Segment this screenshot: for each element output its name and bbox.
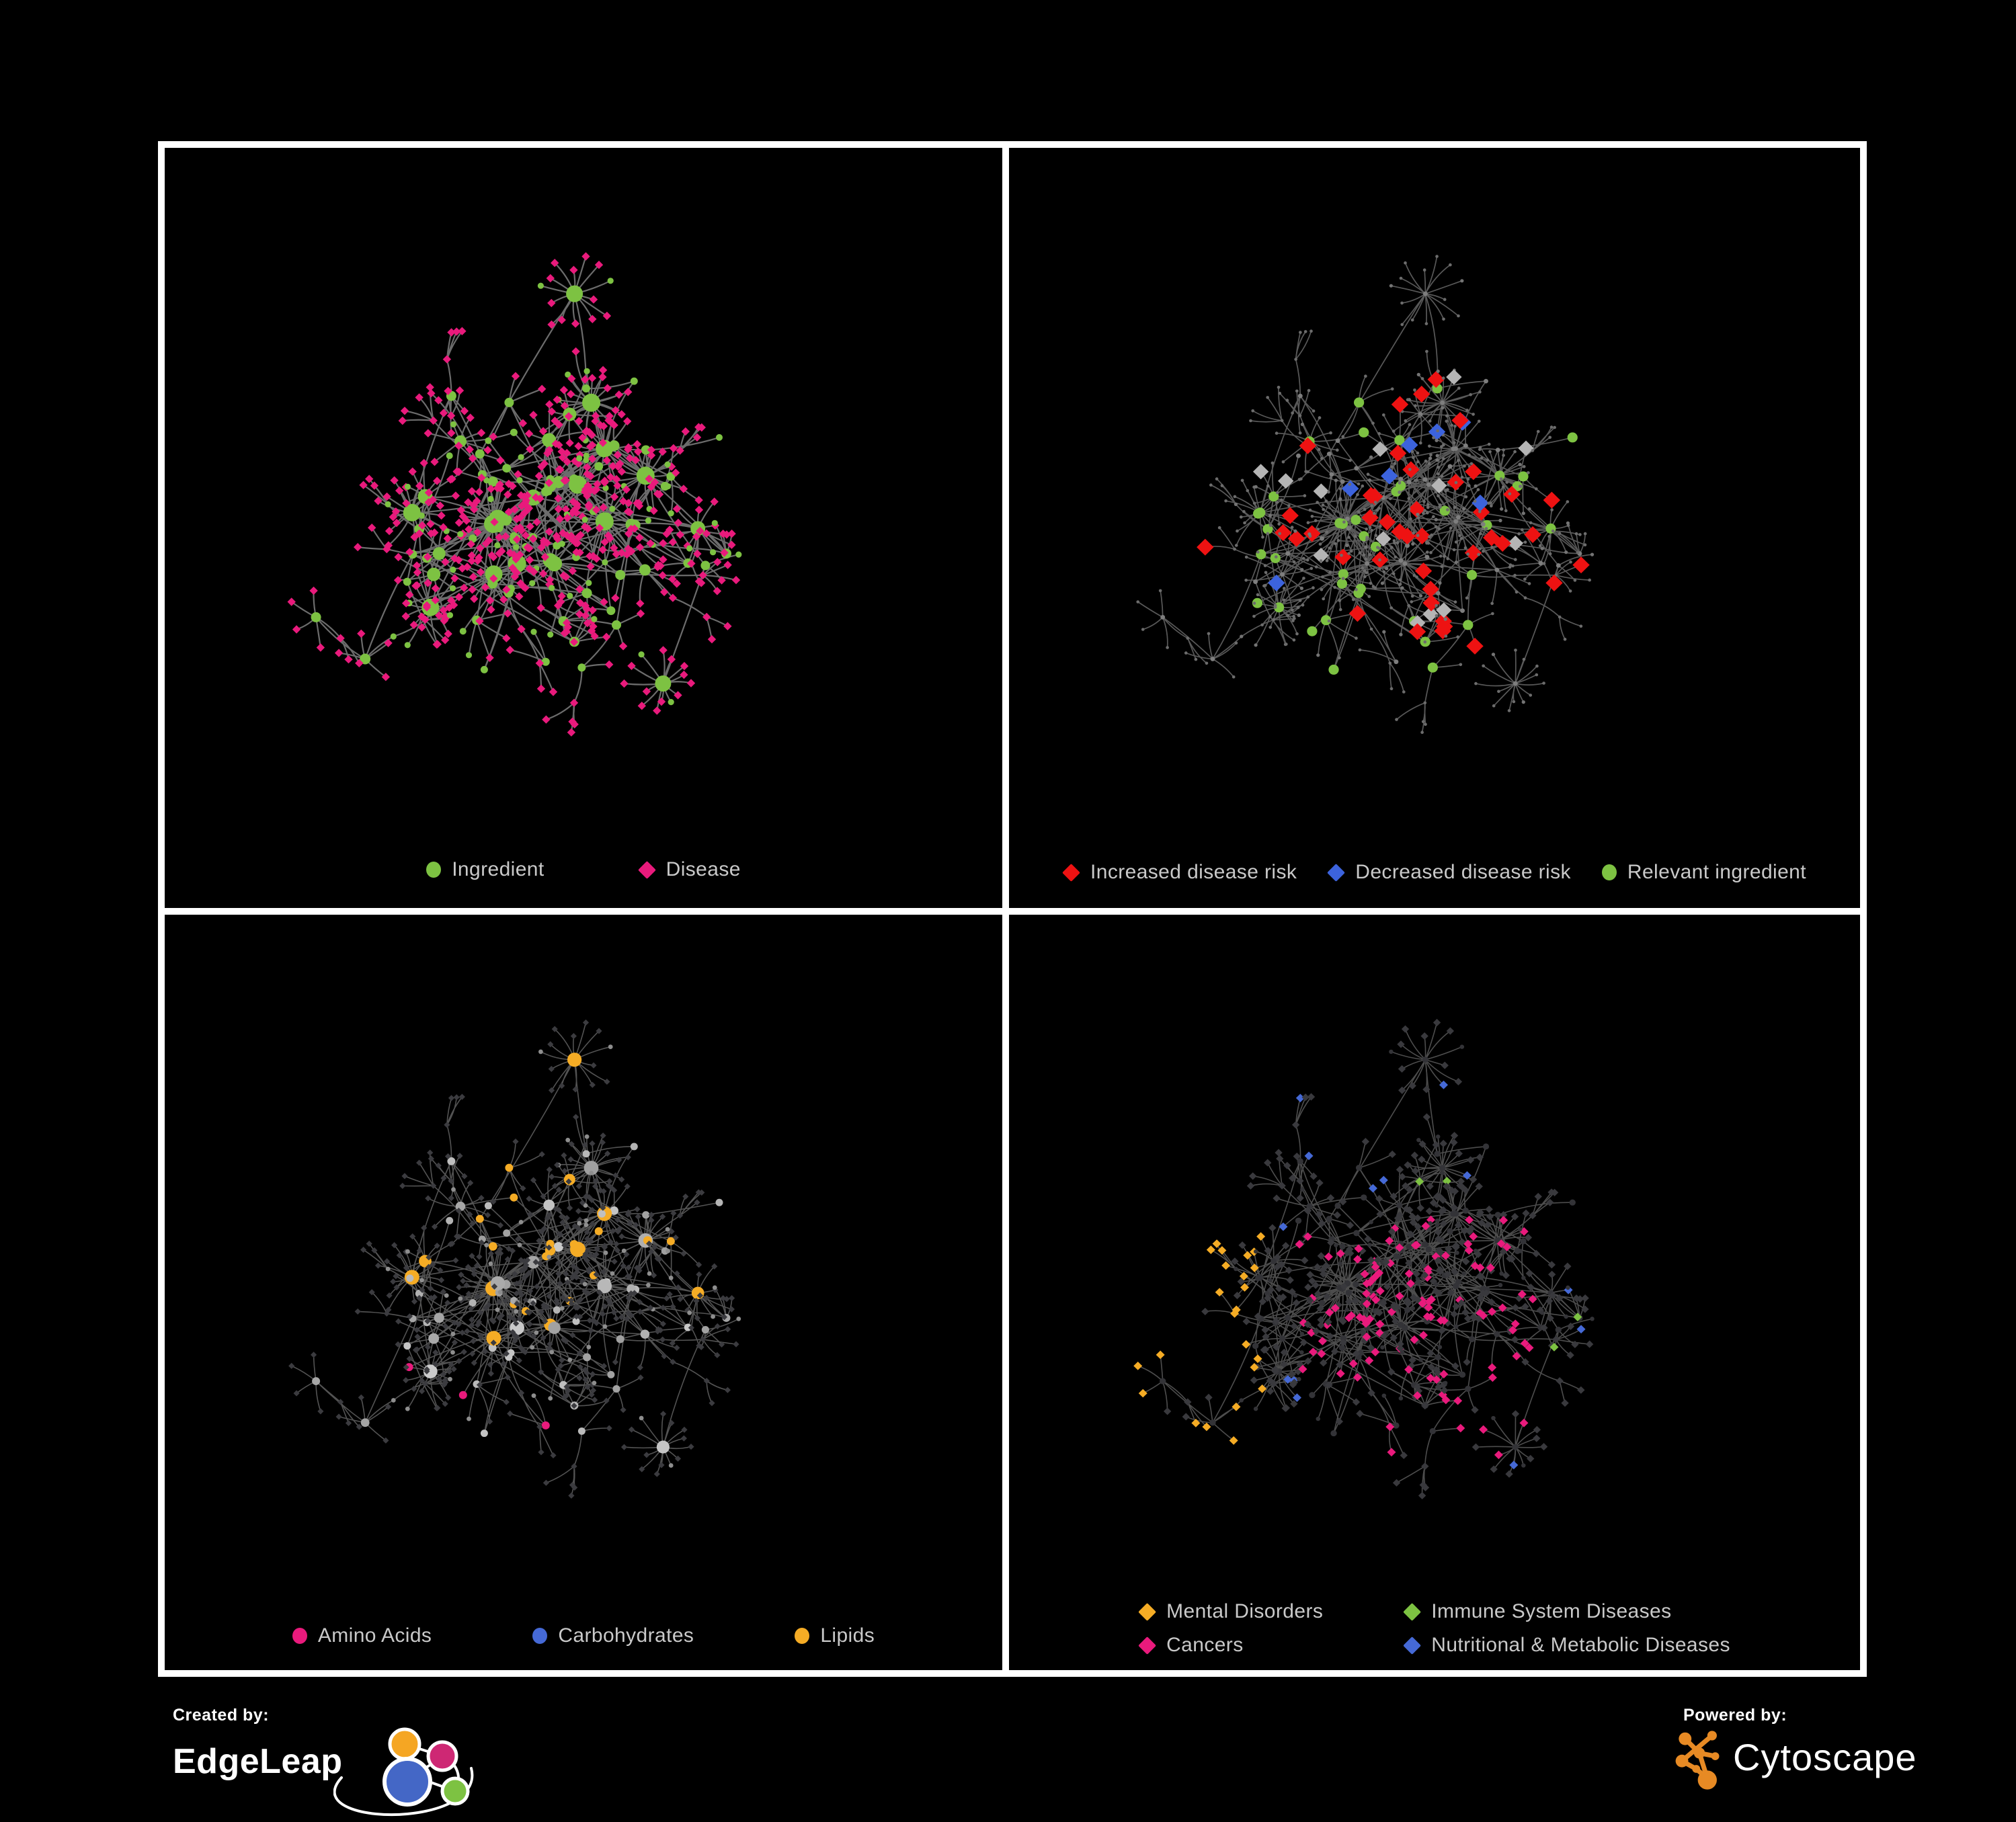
carbohydrates-circle-swatch (532, 1628, 548, 1644)
legend-ingredient-classes: Amino Acids Carbohydrates Lipids (165, 1624, 1002, 1647)
legend-item-increased-risk: Increased disease risk (1062, 861, 1297, 884)
decreased-risk-diamond-swatch (1327, 863, 1346, 882)
figure-grid: Ingredient Disease Increased disease ris… (158, 141, 1867, 1677)
mental-disorders-diamond-swatch (1138, 1602, 1157, 1621)
created-by-block: Created by: EdgeLeap (165, 1706, 501, 1822)
powered-by-label: Powered by: (1683, 1706, 1787, 1725)
relevant-ingredient-circle-swatch (1601, 864, 1617, 880)
legend-item-lipids: Lipids (795, 1624, 875, 1647)
network-graph-disease-classes (1133, 1018, 1595, 1499)
legend-item-nutritional-metabolic: Nutritional & Metabolic Diseases (1403, 1634, 1730, 1657)
legend-label-nutritional-metabolic: Nutritional & Metabolic Diseases (1431, 1634, 1730, 1656)
legend-item-disease: Disease (637, 858, 741, 881)
legend-item-decreased-risk: Decreased disease risk (1327, 861, 1571, 884)
legend-item-cancers: Cancers (1138, 1634, 1323, 1657)
legend-item-mental-disorders: Mental Disorders (1138, 1600, 1324, 1623)
disease-diamond-swatch (637, 860, 656, 879)
lipids-circle-swatch (795, 1628, 810, 1644)
legend-disease-risk: Increased disease risk Decreased disease… (1009, 861, 1860, 884)
legend-label-increased-risk: Increased disease risk (1090, 861, 1297, 883)
legend-disease-classes: Mental Disorders Immune System Diseases … (1138, 1600, 1730, 1657)
legend-item-ingredient: Ingredient (426, 858, 544, 881)
immune-diseases-diamond-swatch (1403, 1602, 1422, 1621)
panel-disease-risk: Increased disease risk Decreased disease… (1006, 144, 1863, 911)
network-graph-ingredient-classes (288, 1019, 741, 1499)
legend-item-carbohydrates: Carbohydrates (532, 1624, 694, 1647)
legend-label-carbohydrates: Carbohydrates (558, 1624, 694, 1647)
legend-ingredient-disease: Ingredient Disease (165, 858, 1002, 881)
panel-ingredient-classes: Amino Acids Carbohydrates Lipids (161, 911, 1006, 1673)
legend-label-decreased-risk: Decreased disease risk (1355, 861, 1571, 883)
nutritional-metabolic-diamond-swatch (1403, 1636, 1422, 1655)
legend-item-immune-diseases: Immune System Diseases (1403, 1600, 1730, 1623)
created-by-label: Created by: (173, 1706, 270, 1725)
legend-item-amino-acids: Amino Acids (292, 1624, 432, 1647)
cytoscape-logo-icon (1675, 1731, 1720, 1790)
network-graph-ingredient-disease (287, 252, 742, 737)
legend-label-amino-acids: Amino Acids (317, 1624, 432, 1647)
legend-label-relevant-ingredient: Relevant ingredient (1627, 861, 1806, 883)
ingredient-circle-swatch (426, 862, 442, 878)
panel-ingredient-disease: Ingredient Disease (161, 144, 1006, 911)
amino-acids-circle-swatch (292, 1628, 307, 1644)
network-graph-disease-risk (1136, 255, 1595, 734)
edgeleap-logo-icon (333, 1727, 473, 1817)
legend-label-immune-diseases: Immune System Diseases (1431, 1600, 1672, 1622)
cytoscape-wordmark: Cytoscape (1733, 1736, 1917, 1778)
powered-by-block: Powered by: Cytoscape (1675, 1706, 1917, 1791)
cancers-diamond-swatch (1138, 1636, 1157, 1655)
legend-label-mental-disorders: Mental Disorders (1166, 1600, 1324, 1622)
legend-label-disease: Disease (666, 858, 741, 880)
legend-label-ingredient: Ingredient (452, 858, 545, 880)
legend-label-lipids: Lipids (820, 1624, 875, 1647)
increased-risk-diamond-swatch (1062, 863, 1080, 882)
legend-label-cancers: Cancers (1166, 1634, 1244, 1656)
legend-item-relevant-ingredient: Relevant ingredient (1601, 861, 1806, 884)
panel-disease-classes: Mental Disorders Immune System Diseases … (1006, 911, 1863, 1673)
edgeleap-wordmark: EdgeLeap (173, 1742, 343, 1781)
